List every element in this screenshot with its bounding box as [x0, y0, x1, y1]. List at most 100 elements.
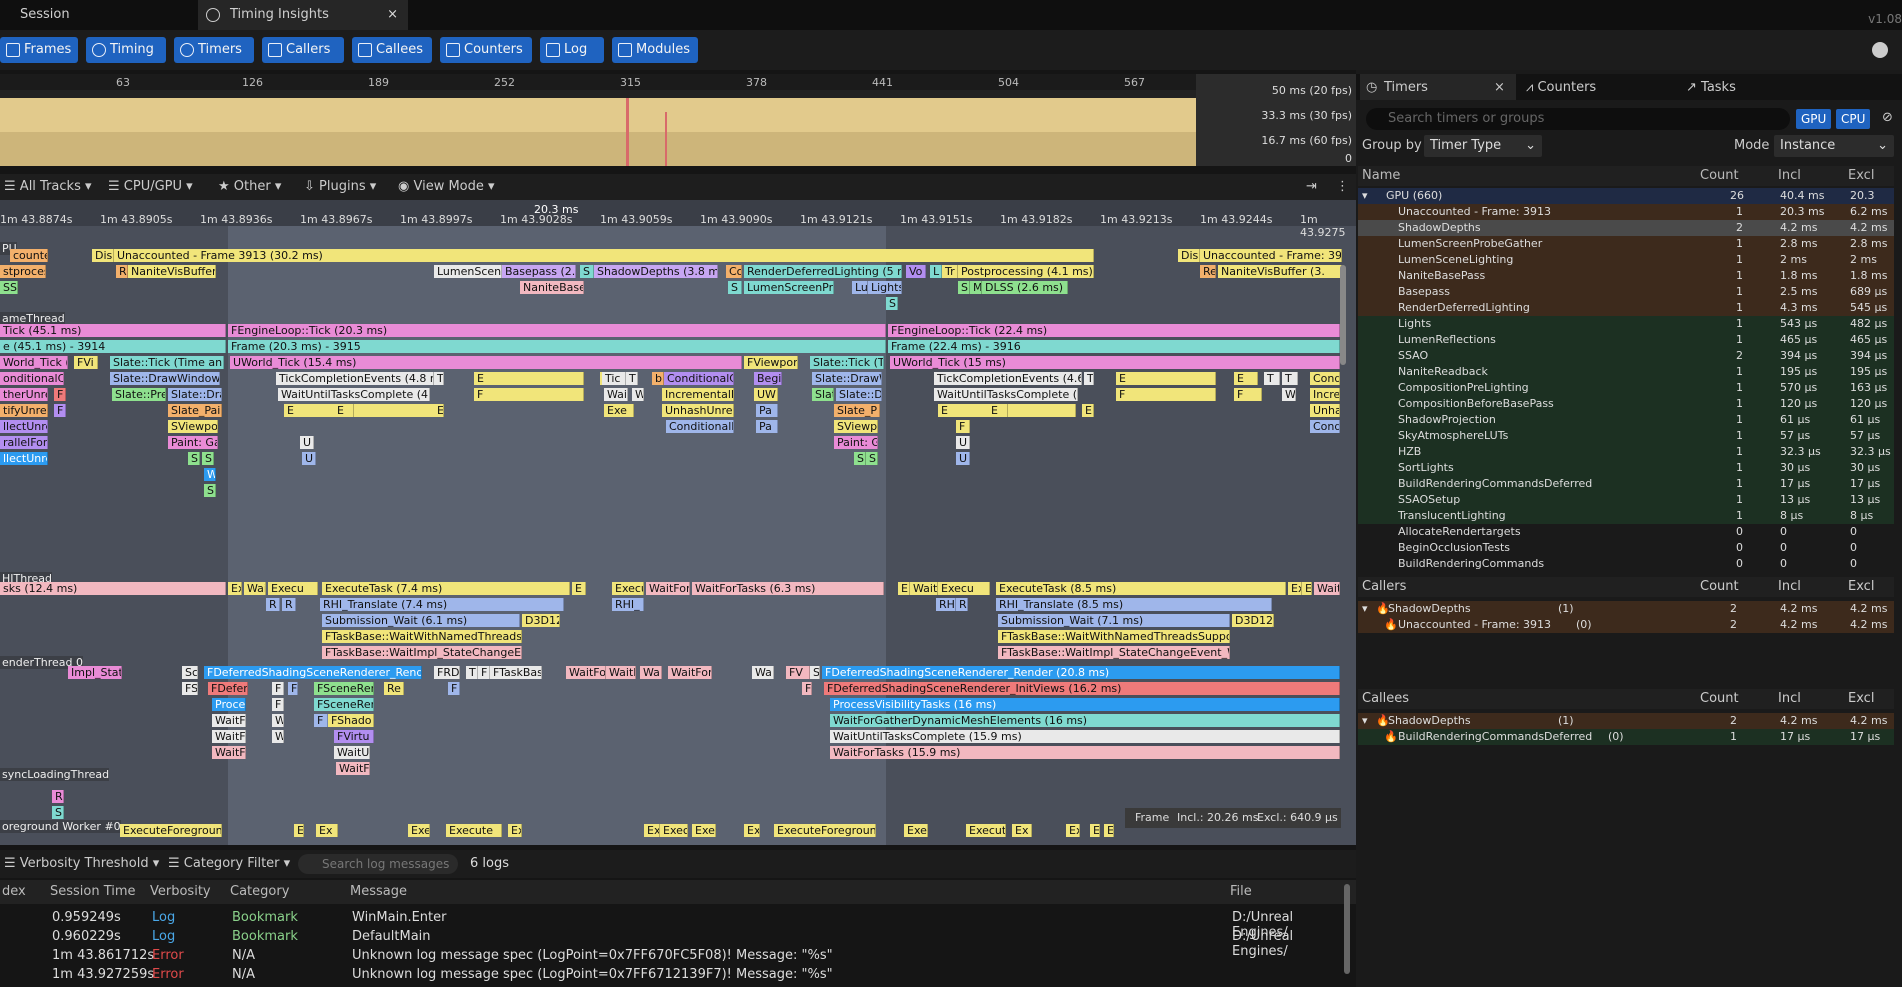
timer-event[interactable]: WaitF	[212, 746, 246, 759]
timer-row[interactable]: TranslucentLighting 1 8 µs 8 µs	[1358, 508, 1894, 524]
timer-event[interactable]: T	[434, 372, 444, 385]
timer-event[interactable]: FTaskBase::WaitImpl_StateChangeEvent_Wai	[998, 646, 1230, 659]
timer-event[interactable]: llectUnre	[0, 452, 48, 465]
timer-event[interactable]: WaitF	[212, 730, 246, 743]
timer-event[interactable]: Ex	[1288, 582, 1302, 595]
col-message[interactable]: Message	[350, 884, 407, 899]
log-row[interactable]: 1m 43.861712s Error N/A Unknown log mess…	[52, 948, 833, 963]
timer-event[interactable]: Execu	[612, 582, 644, 595]
more-menu-icon[interactable]: ⋮	[1336, 179, 1349, 194]
timer-event[interactable]: Ex	[316, 824, 338, 837]
timer-event[interactable]: Begi	[754, 372, 782, 385]
timer-event[interactable]: UWorld_Tick (15.4 ms)	[230, 356, 742, 369]
timer-event[interactable]: Condi	[1310, 372, 1340, 385]
log-search-input[interactable]: Search log messages	[298, 854, 458, 874]
timer-event[interactable]: Pa	[756, 420, 778, 433]
timer-event[interactable]: Slate_P	[834, 404, 880, 417]
timer-event[interactable]: WaitForTasks (6.3 ms)	[692, 582, 884, 595]
timer-event[interactable]: Execu	[938, 582, 990, 595]
timer-event[interactable]: SViewp	[834, 420, 878, 433]
timer-event[interactable]: WaitForTasks (15.9 ms)	[830, 746, 1340, 759]
timer-event[interactable]: T	[1282, 372, 1298, 385]
timer-event[interactable]: NaniteVisBuffer (3.	[1218, 265, 1342, 278]
timer-event[interactable]: IncrementalP	[662, 388, 734, 401]
callee-row[interactable]: ▾ 🔥 ShadowDepths (1) 2 4.2 ms 4.2 ms	[1358, 713, 1894, 729]
timeline-scrollbar[interactable]	[1340, 265, 1346, 365]
timer-event[interactable]: FDeferredShadingSceneRenderer_InitViews …	[824, 682, 1340, 695]
timer-row[interactable]: RenderDeferredLighting 1 4.3 ms 545 µs	[1358, 300, 1894, 316]
timer-event[interactable]: S	[202, 452, 214, 465]
track-game-thread[interactable]: ameThread	[0, 312, 65, 325]
timer-event[interactable]: Slate::Pre	[112, 388, 166, 401]
timer-event[interactable]: Exec	[660, 824, 688, 837]
tab-timing-insights[interactable]: Timing Insights ×	[198, 0, 408, 30]
timer-event[interactable]: stproces	[0, 265, 46, 278]
timer-event[interactable]: S	[188, 452, 200, 465]
timer-event[interactable]: FEngineLoop::Tick (22.4 ms)	[888, 324, 1340, 337]
timer-event[interactable]: Dis	[92, 249, 114, 262]
timer-event[interactable]: ExecuteTask (8.5 ms)	[996, 582, 1286, 595]
timer-event[interactable]: WaitUntilTasksComplete (15.9 ms)	[830, 730, 1340, 743]
timer-event[interactable]: Vo	[906, 265, 926, 278]
group-by-dropdown[interactable]: Timer Type ⌄	[1424, 135, 1542, 157]
timer-event[interactable]: RHI_Translate (8.5 ms)	[996, 598, 1272, 611]
timer-row[interactable]: ShadowProjection 1 61 µs 61 µs	[1358, 412, 1894, 428]
timer-event[interactable]: Ex	[228, 582, 242, 595]
timer-event[interactable]: NaniteBase	[520, 281, 584, 294]
counters-button[interactable]: Counters	[440, 37, 532, 63]
close-timers-tab-icon[interactable]: ×	[1494, 80, 1505, 95]
timer-event[interactable]: U	[956, 452, 970, 465]
timer-event[interactable]: F	[272, 682, 284, 695]
timer-event[interactable]: FTaskBase::WaitWithNamedThreadsSu	[322, 630, 522, 643]
timer-event[interactable]: Exec	[692, 824, 716, 837]
modules-button[interactable]: Modules	[612, 37, 698, 63]
caller-row[interactable]: ▾ 🔥 ShadowDepths (1) 2 4.2 ms 4.2 ms	[1358, 601, 1894, 617]
frames-histogram[interactable]	[0, 98, 1196, 166]
track-render-thread[interactable]: enderThread 0	[0, 656, 83, 669]
timer-event[interactable]: WaitF	[212, 714, 246, 727]
timer-event[interactable]: Paint: Ga	[168, 436, 218, 449]
timer-row[interactable]: SkyAtmosphereLUTs 1 57 µs 57 µs	[1358, 428, 1894, 444]
timer-event[interactable]: WaitForGatherDynamicMeshElements (16 ms)	[830, 714, 1340, 727]
timer-event[interactable]: Slate::Dra	[168, 388, 222, 401]
col-index[interactable]: dex	[2, 884, 26, 899]
timer-event[interactable]: Pa	[756, 404, 778, 417]
timer-event[interactable]: WaitF	[1314, 582, 1340, 595]
timer-row[interactable]: NaniteReadback 1 195 µs 195 µs	[1358, 364, 1894, 380]
timer-event[interactable]: T	[626, 372, 638, 385]
timer-event[interactable]: S	[52, 806, 64, 819]
timer-event[interactable]: Tick (45.1 ms)	[0, 324, 226, 337]
timer-event[interactable]: W	[1282, 388, 1296, 401]
timer-event[interactable]: Re	[384, 682, 404, 695]
timer-event[interactable]: FV	[786, 666, 810, 679]
timer-event[interactable]: Frame (20.3 ms) - 3915	[228, 340, 886, 353]
timer-event[interactable]: Submission_Wait (7.1 ms)	[998, 614, 1230, 627]
timer-event[interactable]: ProcessVisibilityTasks (16 ms)	[830, 698, 1340, 711]
timer-event[interactable]: RenderDeferredLighting (5 ms)	[744, 265, 902, 278]
timer-event[interactable]: Basepass (2.5	[502, 265, 576, 278]
timer-event[interactable]: Slate::Tick (T	[810, 356, 884, 369]
tab-tasks[interactable]: ↗ Tasks	[1686, 80, 1736, 95]
timer-event[interactable]: UnhashUnrea	[662, 404, 734, 417]
callees-button[interactable]: Callees	[352, 37, 432, 63]
other-dropdown[interactable]: ★ Other ▾	[218, 179, 282, 194]
timer-event[interactable]: tifyUnrea	[0, 404, 48, 417]
timer-row[interactable]: BuildRenderingCommandsDeferred 1 17 µs 17 µ…	[1358, 476, 1894, 492]
timer-event[interactable]: R	[282, 598, 296, 611]
timer-event[interactable]: FShado	[328, 714, 374, 727]
timer-row[interactable]: BuildRenderingCommands 0 0 0	[1358, 556, 1894, 572]
timer-event[interactable]: ConditionalB	[666, 420, 734, 433]
timer-event[interactable]: Ex	[508, 824, 522, 837]
view-mode-dropdown[interactable]: ◉ View Mode ▾	[398, 179, 495, 194]
col-file[interactable]: File	[1230, 884, 1252, 899]
timer-event[interactable]: F	[448, 682, 460, 695]
timer-event[interactable]: Paint: G	[834, 436, 878, 449]
timer-event[interactable]: FViewport	[744, 356, 798, 369]
timer-event[interactable]: UWorld_Tick (15 ms)	[890, 356, 1340, 369]
timer-event[interactable]: E	[294, 824, 304, 837]
timer-event[interactable]: ExecuteTask (7.4 ms)	[322, 582, 570, 595]
timer-event[interactable]: F	[314, 714, 328, 727]
timer-event[interactable]: T	[1084, 372, 1094, 385]
timer-event[interactable]: Postprocessing (4.1 ms)	[958, 265, 1094, 278]
log-row[interactable]: 0.960229s Log Bookmark DefaultMain D:/Un…	[52, 929, 1294, 959]
